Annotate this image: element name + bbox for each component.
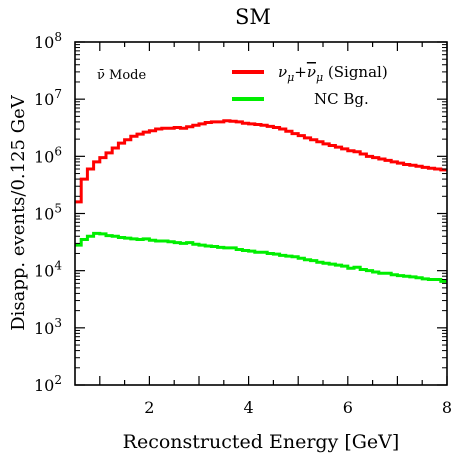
- y-tick-label: 103: [34, 316, 62, 338]
- x-axis-label: Reconstructed Energy [GeV]: [123, 431, 400, 453]
- x-tick-label: 2: [144, 398, 154, 417]
- x-tick-label: 6: [343, 398, 353, 417]
- legend-signal-label: νμ+νμ (Signal): [278, 63, 388, 84]
- series-signal-line: [75, 119, 447, 204]
- plot-frame: [74, 41, 448, 386]
- y-tick-label: 105: [34, 202, 62, 224]
- mode-annotation: ν̄ Mode: [97, 68, 146, 83]
- tick-layer: 2 4 6 8 102 103 104 105 106 107 108: [34, 30, 452, 417]
- chart-title: SM: [235, 5, 271, 29]
- y-tick-label: 107: [34, 87, 62, 109]
- y-tick-label: 108: [34, 30, 62, 52]
- y-axis-label: Disapp. events/0.125 GeV: [8, 94, 29, 331]
- y-tick-label: 106: [34, 144, 62, 166]
- legend: νμ+νμ (Signal) NC Bg.: [232, 63, 388, 108]
- legend-nc-label: NC Bg.: [314, 90, 369, 108]
- y-tick-label: 102: [34, 373, 62, 395]
- series-nc-bg-line: [75, 231, 447, 283]
- plot-layer: [75, 119, 447, 283]
- x-tick-label: 8: [442, 398, 452, 417]
- y-tick-label: 104: [34, 259, 62, 281]
- x-tick-label: 4: [244, 398, 254, 417]
